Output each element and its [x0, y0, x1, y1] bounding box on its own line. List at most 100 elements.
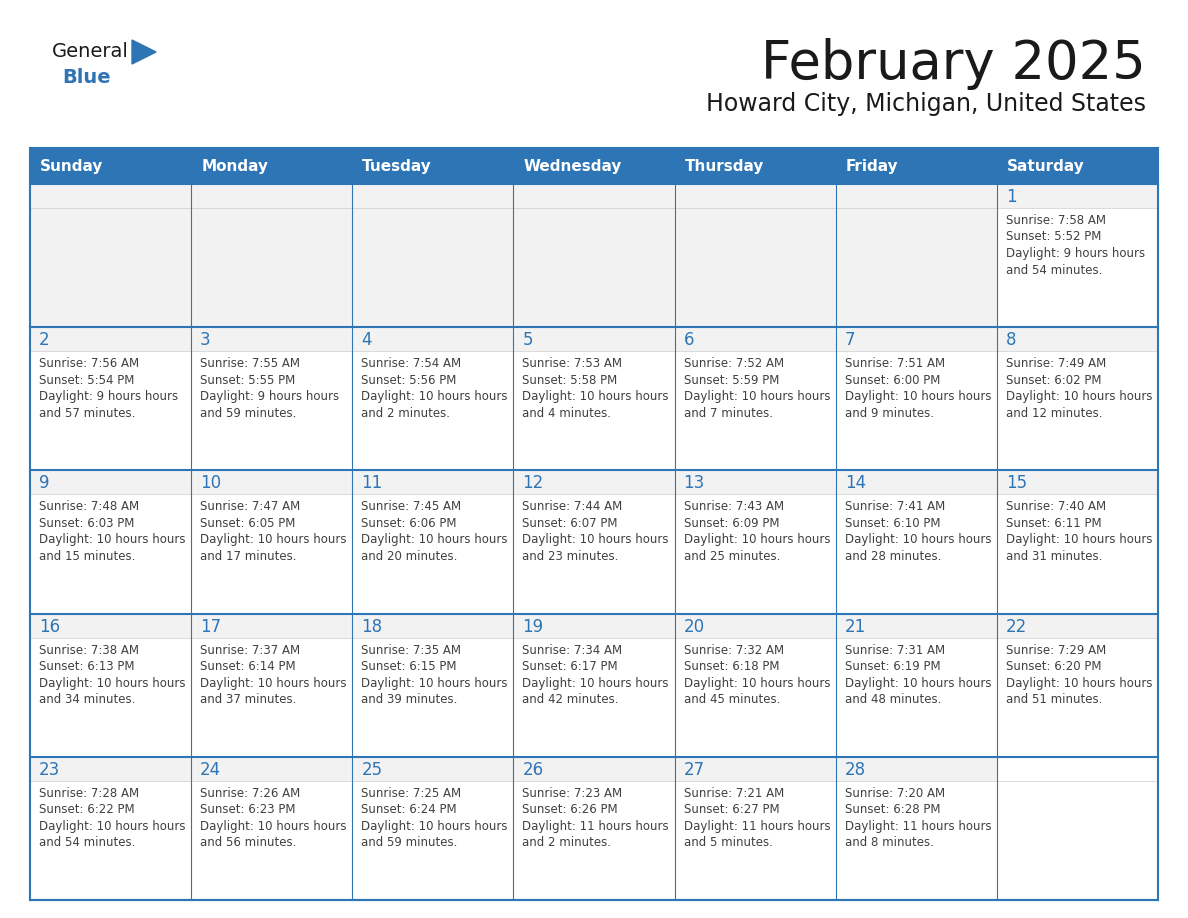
Text: Daylight: 10 hours hours: Daylight: 10 hours hours: [39, 820, 185, 833]
Text: Daylight: 10 hours hours: Daylight: 10 hours hours: [361, 820, 507, 833]
Bar: [191, 184, 353, 327]
Bar: [513, 184, 675, 327]
Bar: [353, 756, 513, 781]
Bar: [997, 208, 1158, 327]
Text: Sunset: 5:55 PM: Sunset: 5:55 PM: [200, 374, 296, 386]
Text: 6: 6: [683, 331, 694, 349]
Text: Sunrise: 7:51 AM: Sunrise: 7:51 AM: [845, 357, 944, 370]
Bar: [191, 638, 353, 756]
Text: 12: 12: [523, 475, 544, 492]
Bar: [30, 148, 1158, 184]
Text: Sunrise: 7:23 AM: Sunrise: 7:23 AM: [523, 787, 623, 800]
Bar: [675, 638, 835, 756]
Text: Sunrise: 7:58 AM: Sunrise: 7:58 AM: [1006, 214, 1106, 227]
Text: and 23 minutes.: and 23 minutes.: [523, 550, 619, 563]
Text: Sunset: 6:27 PM: Sunset: 6:27 PM: [683, 803, 779, 816]
Text: Sunrise: 7:56 AM: Sunrise: 7:56 AM: [39, 357, 139, 370]
Text: 5: 5: [523, 331, 533, 349]
Text: Daylight: 9 hours hours: Daylight: 9 hours hours: [1006, 247, 1145, 260]
Text: Sunrise: 7:48 AM: Sunrise: 7:48 AM: [39, 500, 139, 513]
Bar: [513, 352, 675, 470]
Bar: [353, 756, 513, 900]
Text: Wednesday: Wednesday: [524, 159, 621, 174]
Text: and 12 minutes.: and 12 minutes.: [1006, 407, 1102, 420]
Bar: [353, 352, 513, 470]
Text: Sunrise: 7:35 AM: Sunrise: 7:35 AM: [361, 644, 461, 656]
Text: 18: 18: [361, 618, 383, 635]
Text: Daylight: 10 hours hours: Daylight: 10 hours hours: [683, 390, 830, 403]
Bar: [191, 495, 353, 613]
Text: and 25 minutes.: and 25 minutes.: [683, 550, 781, 563]
Text: 8: 8: [1006, 331, 1017, 349]
Text: Sunrise: 7:32 AM: Sunrise: 7:32 AM: [683, 644, 784, 656]
Bar: [675, 327, 835, 352]
Text: 10: 10: [200, 475, 221, 492]
Bar: [30, 613, 191, 756]
Bar: [513, 327, 675, 470]
Text: February 2025: February 2025: [762, 38, 1146, 90]
Text: Daylight: 10 hours hours: Daylight: 10 hours hours: [1006, 533, 1152, 546]
Text: Daylight: 10 hours hours: Daylight: 10 hours hours: [39, 533, 185, 546]
Text: and 9 minutes.: and 9 minutes.: [845, 407, 934, 420]
Text: Sunset: 5:59 PM: Sunset: 5:59 PM: [683, 374, 779, 386]
Bar: [30, 470, 191, 613]
Bar: [513, 638, 675, 756]
Bar: [675, 495, 835, 613]
Text: 9: 9: [39, 475, 50, 492]
Bar: [997, 495, 1158, 613]
Text: Daylight: 10 hours hours: Daylight: 10 hours hours: [39, 677, 185, 689]
Text: Daylight: 10 hours hours: Daylight: 10 hours hours: [200, 533, 347, 546]
Text: and 2 minutes.: and 2 minutes.: [361, 407, 450, 420]
Text: Sunrise: 7:20 AM: Sunrise: 7:20 AM: [845, 787, 944, 800]
Bar: [513, 613, 675, 638]
Text: 22: 22: [1006, 618, 1028, 635]
Text: General: General: [52, 42, 128, 61]
Text: Sunset: 6:13 PM: Sunset: 6:13 PM: [39, 660, 134, 673]
Text: Sunset: 6:03 PM: Sunset: 6:03 PM: [39, 517, 134, 530]
Bar: [835, 781, 997, 900]
Text: 25: 25: [361, 761, 383, 778]
Bar: [30, 638, 191, 756]
Bar: [997, 184, 1158, 208]
Text: 11: 11: [361, 475, 383, 492]
Text: Sunrise: 7:31 AM: Sunrise: 7:31 AM: [845, 644, 944, 656]
Bar: [675, 613, 835, 756]
Text: Daylight: 10 hours hours: Daylight: 10 hours hours: [845, 533, 991, 546]
Text: 17: 17: [200, 618, 221, 635]
Bar: [997, 327, 1158, 470]
Bar: [835, 327, 997, 470]
Text: Sunset: 6:00 PM: Sunset: 6:00 PM: [845, 374, 940, 386]
Bar: [675, 781, 835, 900]
Text: and 39 minutes.: and 39 minutes.: [361, 693, 457, 706]
Bar: [835, 613, 997, 638]
Text: 24: 24: [200, 761, 221, 778]
Text: Sunrise: 7:52 AM: Sunrise: 7:52 AM: [683, 357, 784, 370]
Bar: [191, 470, 353, 613]
Text: and 59 minutes.: and 59 minutes.: [200, 407, 297, 420]
Text: Blue: Blue: [62, 68, 110, 87]
Bar: [191, 756, 353, 781]
Text: Daylight: 9 hours hours: Daylight: 9 hours hours: [39, 390, 178, 403]
Bar: [675, 756, 835, 781]
Bar: [513, 613, 675, 756]
Text: and 51 minutes.: and 51 minutes.: [1006, 693, 1102, 706]
Text: Daylight: 10 hours hours: Daylight: 10 hours hours: [683, 533, 830, 546]
Text: Sunrise: 7:55 AM: Sunrise: 7:55 AM: [200, 357, 301, 370]
Text: 19: 19: [523, 618, 544, 635]
Text: Sunset: 6:07 PM: Sunset: 6:07 PM: [523, 517, 618, 530]
Text: 16: 16: [39, 618, 61, 635]
Text: 7: 7: [845, 331, 855, 349]
Bar: [997, 352, 1158, 470]
Bar: [513, 781, 675, 900]
Text: Tuesday: Tuesday: [362, 159, 432, 174]
Text: and 54 minutes.: and 54 minutes.: [39, 836, 135, 849]
Bar: [675, 470, 835, 495]
Bar: [30, 148, 1158, 900]
Text: Sunset: 6:28 PM: Sunset: 6:28 PM: [845, 803, 940, 816]
Text: Sunset: 6:11 PM: Sunset: 6:11 PM: [1006, 517, 1101, 530]
Bar: [997, 470, 1158, 495]
Text: and 54 minutes.: and 54 minutes.: [1006, 263, 1102, 276]
Bar: [513, 470, 675, 613]
Bar: [30, 756, 191, 781]
Text: and 42 minutes.: and 42 minutes.: [523, 693, 619, 706]
